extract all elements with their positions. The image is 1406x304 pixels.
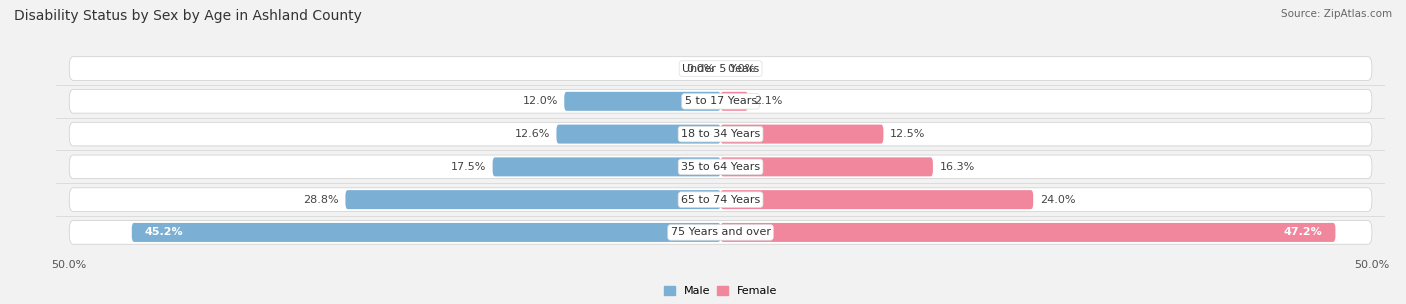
Text: 12.6%: 12.6% (515, 129, 550, 139)
Text: 0.0%: 0.0% (727, 64, 755, 74)
FancyBboxPatch shape (721, 125, 883, 143)
Text: 35 to 64 Years: 35 to 64 Years (681, 162, 761, 172)
Text: Source: ZipAtlas.com: Source: ZipAtlas.com (1281, 9, 1392, 19)
Text: 75 Years and over: 75 Years and over (671, 227, 770, 237)
Text: 12.0%: 12.0% (523, 96, 558, 106)
FancyBboxPatch shape (492, 157, 721, 176)
FancyBboxPatch shape (132, 223, 721, 242)
Text: Under 5 Years: Under 5 Years (682, 64, 759, 74)
Text: 17.5%: 17.5% (451, 162, 486, 172)
FancyBboxPatch shape (557, 125, 721, 143)
FancyBboxPatch shape (564, 92, 721, 111)
Legend: Male, Female: Male, Female (664, 285, 778, 296)
FancyBboxPatch shape (69, 89, 1372, 113)
FancyBboxPatch shape (69, 188, 1372, 212)
FancyBboxPatch shape (721, 92, 748, 111)
Text: 45.2%: 45.2% (145, 227, 183, 237)
Text: 0.0%: 0.0% (686, 64, 714, 74)
FancyBboxPatch shape (721, 157, 934, 176)
Text: 24.0%: 24.0% (1039, 195, 1076, 205)
Text: 16.3%: 16.3% (939, 162, 974, 172)
FancyBboxPatch shape (721, 223, 1336, 242)
Text: 18 to 34 Years: 18 to 34 Years (681, 129, 761, 139)
FancyBboxPatch shape (721, 190, 1033, 209)
FancyBboxPatch shape (346, 190, 721, 209)
Text: 2.1%: 2.1% (755, 96, 783, 106)
Text: 47.2%: 47.2% (1284, 227, 1323, 237)
FancyBboxPatch shape (69, 57, 1372, 80)
FancyBboxPatch shape (69, 122, 1372, 146)
Text: Disability Status by Sex by Age in Ashland County: Disability Status by Sex by Age in Ashla… (14, 9, 361, 23)
Text: 28.8%: 28.8% (304, 195, 339, 205)
Text: 5 to 17 Years: 5 to 17 Years (685, 96, 756, 106)
FancyBboxPatch shape (69, 221, 1372, 244)
FancyBboxPatch shape (69, 155, 1372, 179)
Text: 12.5%: 12.5% (890, 129, 925, 139)
Text: 65 to 74 Years: 65 to 74 Years (681, 195, 761, 205)
